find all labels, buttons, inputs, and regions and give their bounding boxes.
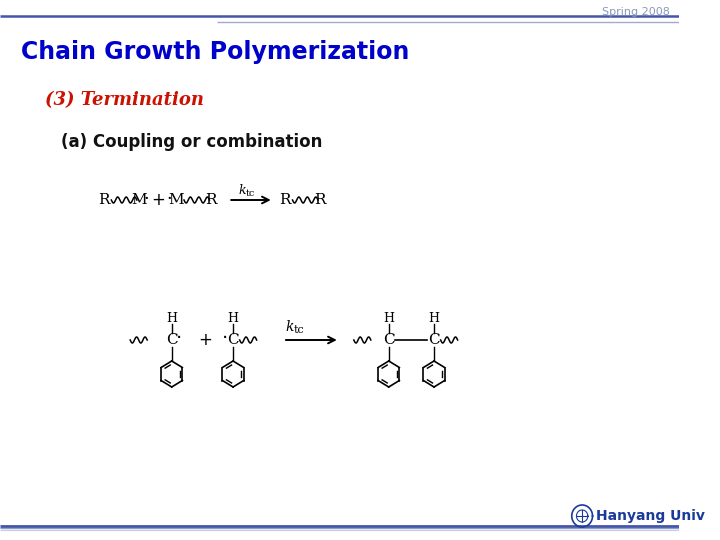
- Text: C: C: [166, 333, 178, 347]
- Text: ·: ·: [222, 329, 228, 348]
- Text: R: R: [98, 193, 109, 207]
- Text: H: H: [228, 313, 238, 326]
- Text: ·: ·: [143, 190, 149, 208]
- Text: M: M: [168, 193, 184, 207]
- Text: C: C: [228, 333, 239, 347]
- Text: k: k: [286, 320, 294, 334]
- Text: +: +: [152, 191, 166, 209]
- Text: H: H: [166, 313, 177, 326]
- Text: ·: ·: [176, 329, 182, 348]
- Text: C: C: [428, 333, 440, 347]
- Text: +: +: [199, 331, 212, 349]
- Text: ·: ·: [166, 190, 172, 208]
- Text: Hanyang Univ: Hanyang Univ: [596, 509, 705, 523]
- Text: M: M: [131, 193, 146, 207]
- Text: k: k: [239, 184, 246, 197]
- Text: (a) Coupling or combination: (a) Coupling or combination: [61, 133, 323, 151]
- Text: H: H: [383, 313, 395, 326]
- Text: Spring 2008: Spring 2008: [602, 7, 670, 17]
- Text: Chain Growth Polymerization: Chain Growth Polymerization: [21, 40, 409, 64]
- Text: R: R: [314, 193, 325, 207]
- Text: tc: tc: [294, 325, 304, 335]
- Text: tc: tc: [246, 188, 255, 198]
- Text: H: H: [428, 313, 439, 326]
- Text: R: R: [206, 193, 217, 207]
- Text: R: R: [279, 193, 291, 207]
- Text: C: C: [383, 333, 395, 347]
- Text: (3) Termination: (3) Termination: [45, 91, 204, 109]
